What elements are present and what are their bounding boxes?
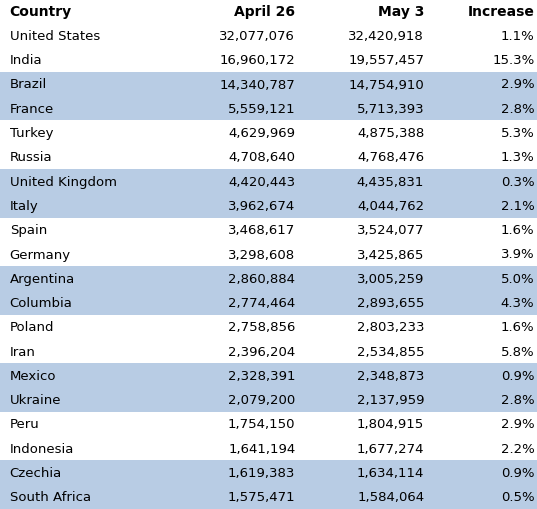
Text: Germany: Germany [10,248,71,261]
Bar [0,388,537,412]
Text: Indonesia: Indonesia [10,442,74,455]
Text: France: France [10,103,54,116]
Text: 2.1%: 2.1% [500,200,534,213]
Text: Poland: Poland [10,321,54,334]
Text: Argentina: Argentina [10,272,75,285]
Text: Increase: Increase [467,5,534,19]
Text: 4.3%: 4.3% [500,296,534,309]
Text: 0.9%: 0.9% [501,466,534,479]
Text: 3,425,865: 3,425,865 [357,248,424,261]
Text: 1.6%: 1.6% [500,321,534,334]
Text: India: India [10,54,42,67]
Text: 2.9%: 2.9% [500,78,534,91]
Text: 3,524,077: 3,524,077 [357,224,424,237]
Bar [0,267,537,291]
Text: 4,629,969: 4,629,969 [228,127,295,140]
Text: 1.1%: 1.1% [500,30,534,43]
Text: Italy: Italy [10,200,39,213]
Text: 1.3%: 1.3% [500,151,534,164]
Text: 14,754,910: 14,754,910 [349,78,424,91]
Text: 5,713,393: 5,713,393 [357,103,424,116]
Bar [0,97,537,121]
Text: 2,758,856: 2,758,856 [228,321,295,334]
Text: South Africa: South Africa [10,490,91,503]
Bar [0,194,537,218]
Bar [0,485,537,509]
Text: 1,584,064: 1,584,064 [357,490,424,503]
Text: 1,634,114: 1,634,114 [357,466,424,479]
Bar [0,461,537,485]
Text: 4,420,443: 4,420,443 [228,175,295,188]
Text: Mexico: Mexico [10,369,56,382]
Text: 4,708,640: 4,708,640 [228,151,295,164]
Text: 2,079,200: 2,079,200 [228,393,295,406]
Text: 2,534,855: 2,534,855 [357,345,424,358]
Text: 2.9%: 2.9% [500,418,534,431]
Text: 5,559,121: 5,559,121 [228,103,295,116]
Text: 32,077,076: 32,077,076 [220,30,295,43]
Text: 2,396,204: 2,396,204 [228,345,295,358]
Text: 1,641,194: 1,641,194 [228,442,295,455]
Text: 2,328,391: 2,328,391 [228,369,295,382]
Text: Brazil: Brazil [10,78,47,91]
Text: 2,860,884: 2,860,884 [228,272,295,285]
Text: 0.3%: 0.3% [500,175,534,188]
Text: 2,348,873: 2,348,873 [357,369,424,382]
Text: 1,575,471: 1,575,471 [228,490,295,503]
Text: 2,893,655: 2,893,655 [357,296,424,309]
Text: 3,298,608: 3,298,608 [228,248,295,261]
Text: 0.5%: 0.5% [500,490,534,503]
Text: United Kingdom: United Kingdom [10,175,117,188]
Bar [0,73,537,97]
Text: 2,137,959: 2,137,959 [357,393,424,406]
Bar [0,291,537,315]
Text: 1,754,150: 1,754,150 [228,418,295,431]
Text: 5.8%: 5.8% [500,345,534,358]
Text: 4,875,388: 4,875,388 [357,127,424,140]
Text: 2.8%: 2.8% [500,103,534,116]
Text: 0.9%: 0.9% [501,369,534,382]
Text: 4,044,762: 4,044,762 [357,200,424,213]
Text: 1,677,274: 1,677,274 [357,442,424,455]
Text: 3,962,674: 3,962,674 [228,200,295,213]
Text: 5.0%: 5.0% [500,272,534,285]
Text: 14,340,787: 14,340,787 [220,78,295,91]
Bar [0,363,537,388]
Text: 1,619,383: 1,619,383 [228,466,295,479]
Text: 3,005,259: 3,005,259 [357,272,424,285]
Text: 19,557,457: 19,557,457 [348,54,424,67]
Text: United States: United States [10,30,100,43]
Text: Turkey: Turkey [10,127,53,140]
Text: 32,420,918: 32,420,918 [349,30,424,43]
Text: Columbia: Columbia [10,296,72,309]
Text: 15.3%: 15.3% [492,54,534,67]
Text: Ukraine: Ukraine [10,393,61,406]
Text: Spain: Spain [10,224,47,237]
Bar [0,169,537,194]
Text: 16,960,172: 16,960,172 [220,54,295,67]
Text: 3.9%: 3.9% [500,248,534,261]
Text: April 26: April 26 [234,5,295,19]
Text: 2.8%: 2.8% [500,393,534,406]
Text: Russia: Russia [10,151,52,164]
Text: 4,768,476: 4,768,476 [357,151,424,164]
Text: Czechia: Czechia [10,466,62,479]
Text: 2.2%: 2.2% [500,442,534,455]
Text: May 3: May 3 [378,5,424,19]
Text: Country: Country [10,5,72,19]
Text: 5.3%: 5.3% [500,127,534,140]
Text: 2,774,464: 2,774,464 [228,296,295,309]
Text: 2,803,233: 2,803,233 [357,321,424,334]
Text: 1,804,915: 1,804,915 [357,418,424,431]
Text: 1.6%: 1.6% [500,224,534,237]
Text: Iran: Iran [10,345,35,358]
Text: 3,468,617: 3,468,617 [228,224,295,237]
Text: Peru: Peru [10,418,39,431]
Text: 4,435,831: 4,435,831 [357,175,424,188]
